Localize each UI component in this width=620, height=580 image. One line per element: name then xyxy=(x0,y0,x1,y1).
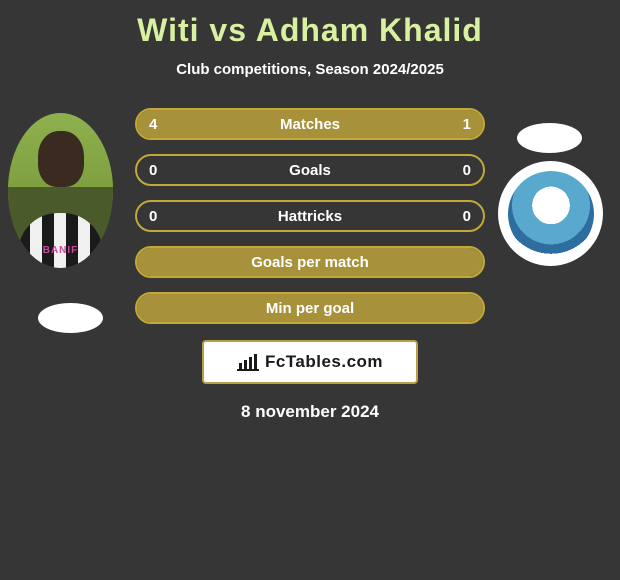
stat-label: Goals xyxy=(137,156,483,184)
stat-row-min-per-goal: Min per goal xyxy=(135,292,485,324)
brand-badge[interactable]: FcTables.com xyxy=(202,340,418,384)
stat-row-matches: 4 Matches 1 xyxy=(135,108,485,140)
stat-value-right: 0 xyxy=(463,156,471,184)
stat-row-hattricks: 0 Hattricks 0 xyxy=(135,200,485,232)
comparison-panel: BANIF 4 Matches 1 0 Goals 0 0 Hattricks … xyxy=(0,108,620,422)
jersey-sponsor: BANIF xyxy=(8,245,113,256)
stat-label: Hattricks xyxy=(137,202,483,230)
stat-value-right: 1 xyxy=(463,110,471,138)
stat-label: Min per goal xyxy=(137,294,483,322)
date-text: 8 november 2024 xyxy=(0,402,620,422)
avatar-graphic: BANIF xyxy=(8,113,113,268)
stat-row-goals-per-match: Goals per match xyxy=(135,246,485,278)
player-right-club-badge xyxy=(517,123,582,153)
brand-text: FcTables.com xyxy=(265,352,383,372)
player-left-avatar: BANIF xyxy=(8,113,113,268)
chart-icon xyxy=(237,353,259,371)
page-title: Witi vs Adham Khalid xyxy=(0,0,620,49)
stat-bars: 4 Matches 1 0 Goals 0 0 Hattricks 0 Goal… xyxy=(135,108,485,324)
stat-value-right: 0 xyxy=(463,202,471,230)
stat-label: Goals per match xyxy=(137,248,483,276)
player-left-club-badge xyxy=(38,303,103,333)
stat-label: Matches xyxy=(137,110,483,138)
stat-row-goals: 0 Goals 0 xyxy=(135,154,485,186)
page-subtitle: Club competitions, Season 2024/2025 xyxy=(0,61,620,78)
crest-graphic xyxy=(508,171,594,257)
player-right-avatar xyxy=(498,161,603,266)
